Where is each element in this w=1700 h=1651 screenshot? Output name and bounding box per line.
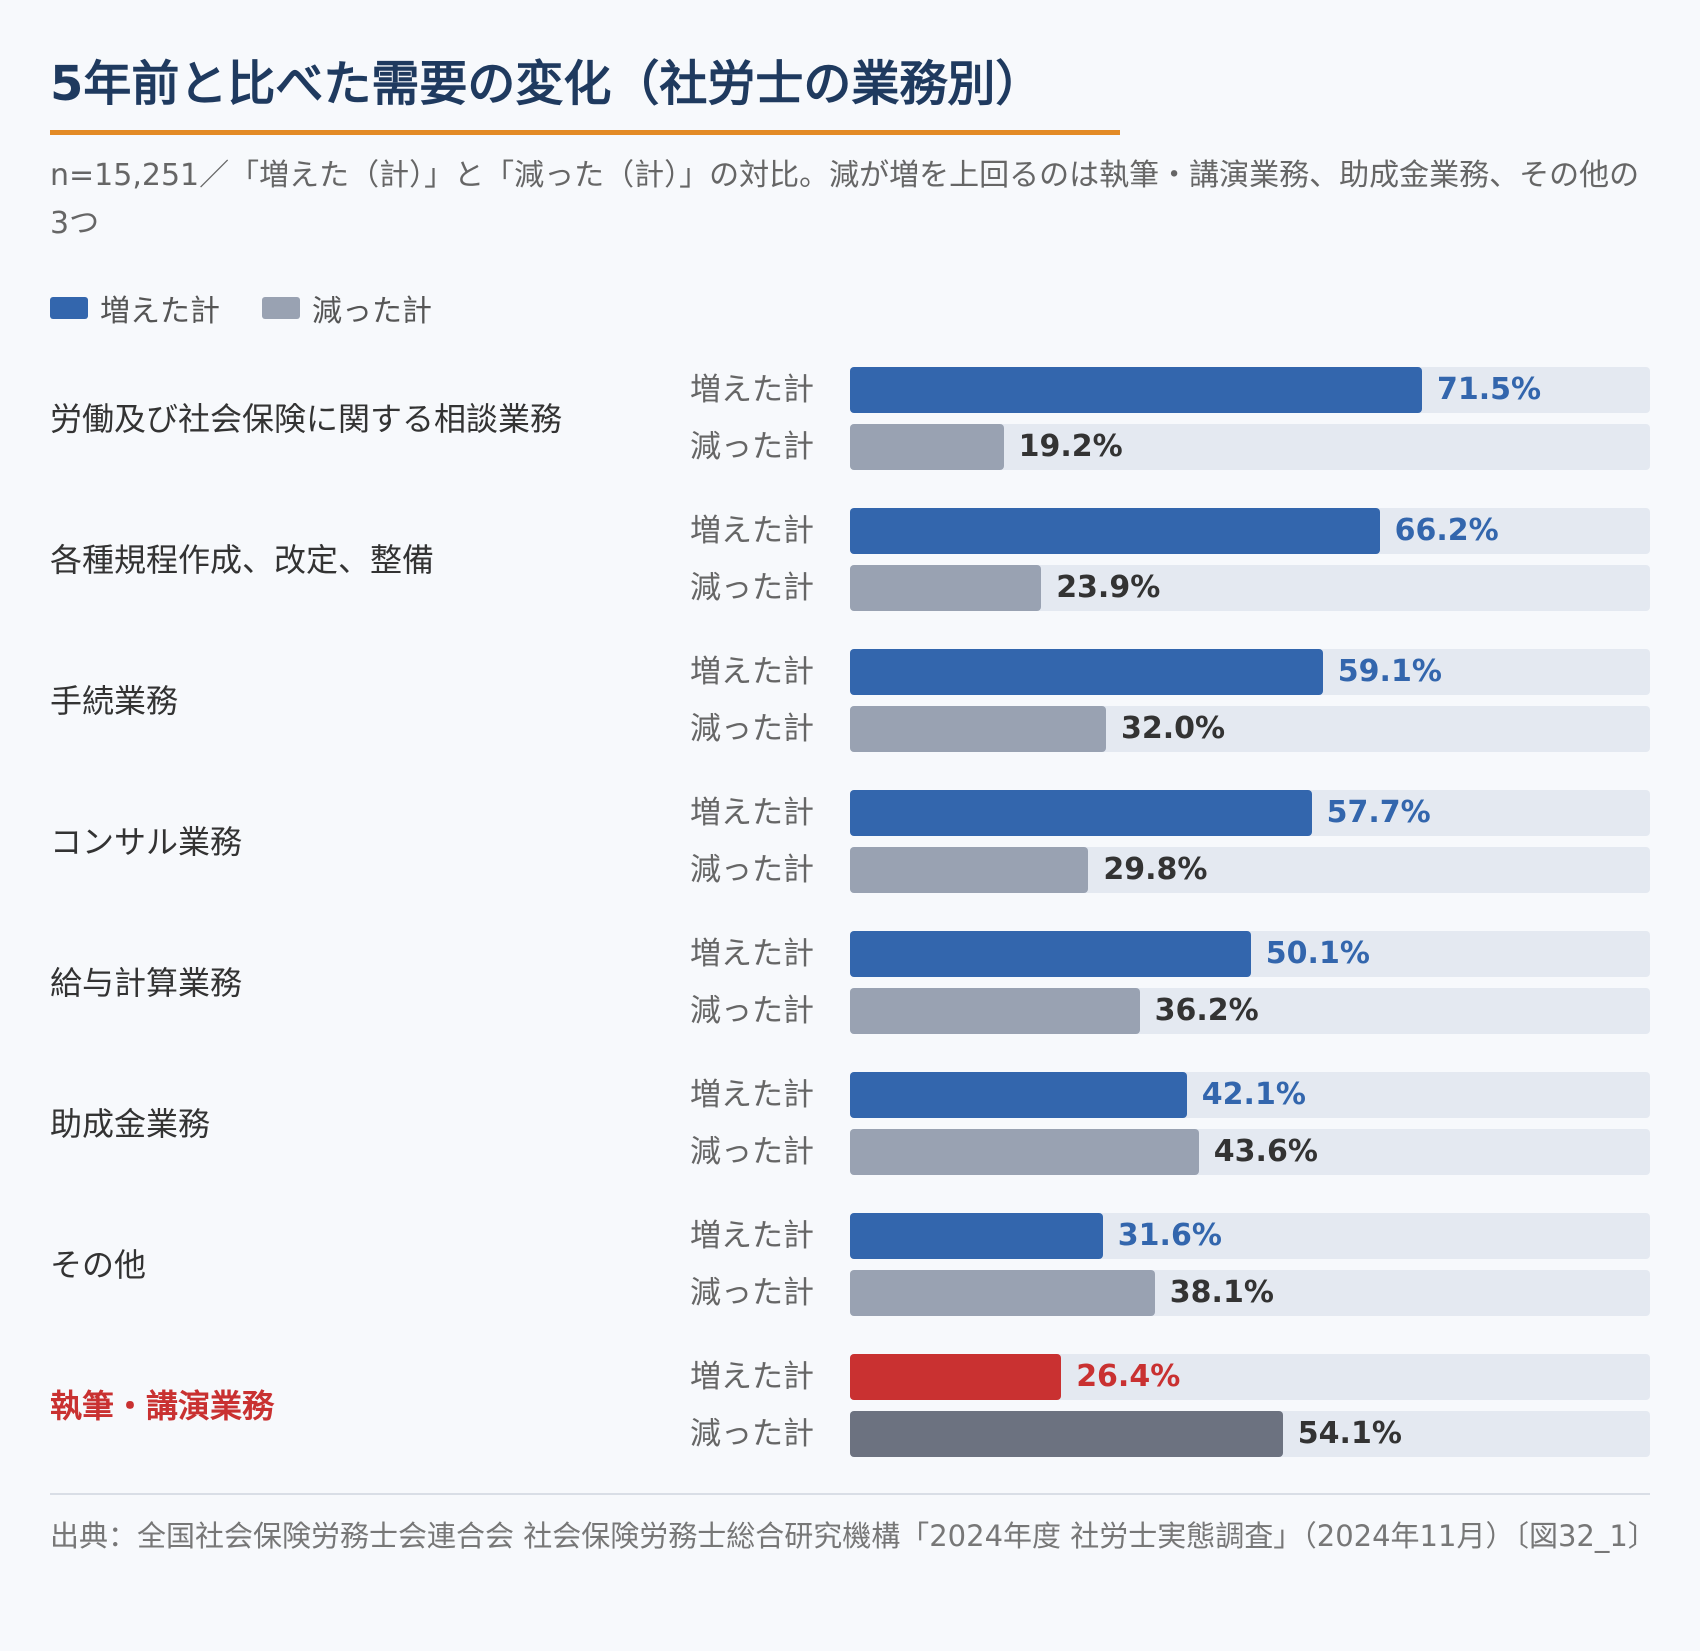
- bar-decrease: [850, 847, 1089, 893]
- data-label: 66.2%: [1394, 513, 1499, 548]
- data-label: 19.2%: [1018, 429, 1123, 464]
- bar-decrease: [850, 424, 1004, 470]
- series-label-increase: 増えた計: [690, 372, 814, 408]
- series-label-decrease: 減った計: [690, 711, 814, 747]
- bar-increase: [850, 1213, 1103, 1259]
- bar-increase: [850, 790, 1312, 836]
- category-label: コンサル業務: [50, 822, 243, 861]
- series-label-increase: 増えた計: [690, 1077, 814, 1113]
- series-label-decrease: 減った計: [690, 1134, 814, 1170]
- legend-item-increase: 増えた計: [50, 286, 220, 330]
- chart-title: 5年前と比べた需要の変化（社労士の業務別）: [50, 56, 1044, 112]
- series-label-increase: 増えた計: [690, 513, 814, 549]
- bar-decrease: [850, 1270, 1155, 1316]
- series-label-increase: 増えた計: [690, 936, 814, 972]
- bar-decrease: [850, 1411, 1283, 1457]
- series-label-increase: 増えた計: [690, 654, 814, 690]
- source-note: 出典：全国社会保険労務士会連合会 社会保険労務士総合研究機構「2024年度 社労…: [50, 1519, 1657, 1553]
- data-label: 23.9%: [1056, 570, 1161, 605]
- bar-decrease: [850, 1129, 1199, 1175]
- series-label-decrease: 減った計: [690, 429, 814, 465]
- series-label-decrease: 減った計: [690, 1416, 814, 1452]
- data-label: 59.1%: [1337, 654, 1442, 689]
- category-label: 労働及び社会保険に関する相談業務: [50, 399, 563, 438]
- legend-swatch-decrease: [262, 297, 300, 319]
- series-label-increase: 増えた計: [690, 1359, 814, 1395]
- data-label: 38.1%: [1169, 1275, 1274, 1310]
- bar-decrease: [850, 565, 1042, 611]
- series-label-decrease: 減った計: [690, 993, 814, 1029]
- data-label: 57.7%: [1326, 795, 1431, 830]
- series-label-increase: 増えた計: [690, 795, 814, 831]
- chart-subtitle: n=15,251／「増えた（計）」と「減った（計）」の対比。減が増を上回るのは執…: [50, 158, 1640, 241]
- legend: 増えた計 減った計: [50, 286, 474, 330]
- category-label: 各種規程作成、改定、整備: [50, 540, 435, 579]
- series-label-increase: 増えた計: [690, 1218, 814, 1254]
- title-underline: [50, 130, 1120, 135]
- category-label: 手続業務: [50, 681, 179, 720]
- data-label: 36.2%: [1154, 993, 1259, 1028]
- data-label: 54.1%: [1297, 1416, 1402, 1451]
- bar-increase: [850, 649, 1323, 695]
- legend-label-decrease: 減った計: [312, 294, 432, 329]
- data-label: 32.0%: [1121, 711, 1226, 746]
- category-label: 給与計算業務: [50, 963, 243, 1002]
- bar-decrease: [850, 706, 1106, 752]
- legend-item-decrease: 減った計: [262, 286, 432, 330]
- data-label: 42.1%: [1201, 1077, 1306, 1112]
- data-label: 26.4%: [1076, 1359, 1181, 1394]
- data-label: 50.1%: [1265, 936, 1370, 971]
- data-label: 71.5%: [1437, 372, 1542, 407]
- legend-swatch-increase: [50, 297, 88, 319]
- category-label: 執筆・講演業務: [50, 1386, 275, 1425]
- bar-increase: [850, 1072, 1187, 1118]
- data-label: 43.6%: [1213, 1134, 1318, 1169]
- bar-increase: [850, 508, 1380, 554]
- series-label-decrease: 減った計: [690, 570, 814, 606]
- legend-label-increase: 増えた計: [100, 294, 220, 329]
- bar-decrease: [850, 988, 1140, 1034]
- source-divider: [50, 1493, 1650, 1495]
- data-label: 31.6%: [1117, 1218, 1222, 1253]
- bar-increase: [850, 1354, 1062, 1400]
- data-label: 29.8%: [1103, 852, 1208, 887]
- bar-increase: [850, 367, 1422, 413]
- series-label-decrease: 減った計: [690, 1275, 814, 1311]
- bar-increase: [850, 931, 1251, 977]
- category-label: その他: [50, 1245, 147, 1284]
- category-label: 助成金業務: [50, 1104, 211, 1143]
- series-label-decrease: 減った計: [690, 852, 814, 888]
